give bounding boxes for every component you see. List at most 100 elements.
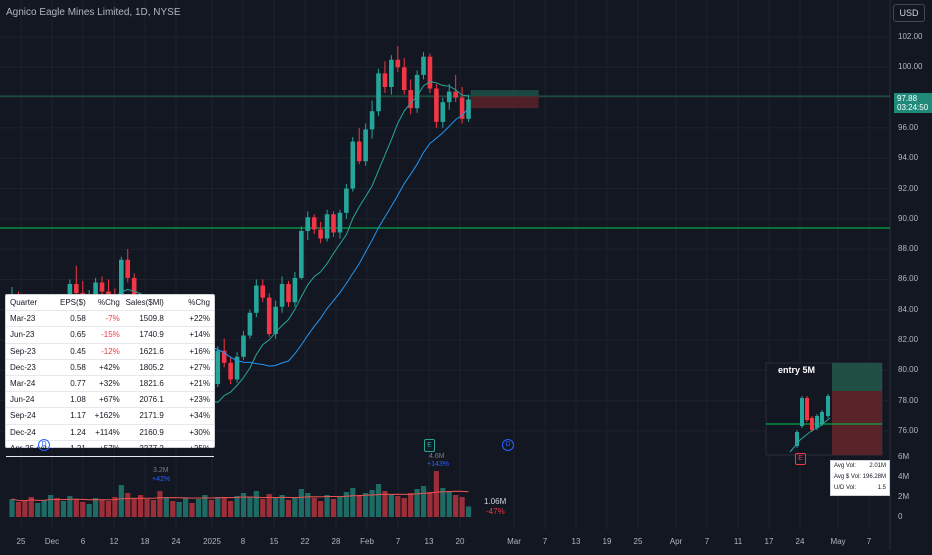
last-volume-change: -47% (486, 507, 505, 516)
time-tick: 15 (269, 537, 279, 546)
candle-body (324, 214, 330, 239)
volume-bar (414, 489, 420, 517)
eps-cell: +21% (165, 375, 214, 393)
volume-bar (279, 495, 285, 517)
eps-cell: +14% (165, 326, 214, 344)
stat-avg-vol: Avg Vol: 2.01M (834, 463, 886, 469)
time-tick: 7 (395, 537, 401, 546)
eps-row: Sep-24 1.17 +162% 2171.9 +34% (6, 407, 214, 425)
position-stop (470, 96, 539, 109)
time-tick: 28 (331, 537, 341, 546)
earnings-marker[interactable]: E (424, 439, 435, 452)
eps-cell: 0.45 (58, 343, 88, 360)
last-price-badge: 97.88 03:24:50 (894, 93, 932, 113)
eps-header-cell: Quarter (6, 295, 58, 312)
eps-cell: Dec-23 (6, 359, 58, 376)
volume-bar (118, 485, 124, 517)
volume-bar (350, 488, 356, 517)
time-tick: May (830, 537, 846, 546)
candle-body (221, 350, 227, 363)
eps-header-cell: Sales($Ml) (121, 295, 166, 312)
candle-body (337, 212, 343, 233)
position-box (470, 90, 539, 109)
volume-bar (28, 497, 34, 517)
volume-bar (382, 491, 388, 517)
volume-bar (189, 503, 195, 517)
time-tick: 25 (16, 537, 26, 546)
inset-candle (810, 418, 814, 430)
volume-bar (330, 499, 337, 517)
candle-body (344, 188, 349, 213)
candle-body (395, 59, 401, 68)
volume-bar (343, 492, 349, 517)
volume-annotation-1: 3.2M (153, 467, 169, 474)
dividend-marker-upcoming[interactable]: D (502, 439, 514, 451)
candle-body (266, 297, 272, 335)
time-tick: 13 (424, 537, 434, 546)
volume-bar (105, 501, 112, 517)
bar-countdown: 03:24:50 (897, 103, 929, 112)
eps-cell: +67% (87, 391, 122, 409)
candle-body (125, 259, 131, 278)
volume-bar (285, 500, 292, 517)
volume-annotation-2: 4.6M (429, 453, 445, 460)
candle-body (350, 141, 356, 189)
time-tick: 6 (80, 537, 86, 546)
candle-body (119, 259, 124, 309)
eps-row: Dec-24 1.24 +114% 2160.9 +30% (6, 424, 214, 441)
eps-cell: Sep-23 (6, 343, 58, 360)
volume-bar (157, 491, 163, 517)
eps-cell: +57% (87, 440, 122, 457)
currency-button[interactable]: USD (893, 4, 925, 22)
eps-row: Jun-24 1.08 +67% 2076.1 +23% (6, 391, 214, 409)
time-tick: 7 (704, 537, 710, 546)
volume-bar (395, 496, 401, 517)
candle-body (459, 97, 465, 119)
eps-cell: 0.58 (58, 359, 88, 376)
eps-cell: 2076.1 (121, 391, 166, 409)
inset-stop-zone (832, 391, 882, 455)
candle-body (299, 230, 304, 278)
time-tick: 22 (300, 537, 310, 546)
stat-avg-dollar-vol: Avg $ Vol: 196.28M (834, 474, 886, 480)
volume-bar (446, 491, 452, 517)
candle-body (254, 285, 259, 313)
eps-cell: +30% (165, 424, 214, 441)
volume-bar (369, 490, 375, 517)
volume-tick: 2M (898, 492, 910, 501)
volume-bar (234, 496, 240, 517)
candle-body (247, 312, 253, 336)
volume-bar (260, 499, 266, 517)
candle-body (453, 91, 458, 98)
eps-header-cell: %Chg (87, 295, 122, 312)
inset-chart (765, 362, 883, 456)
candle-body (260, 285, 266, 298)
time-tick: 20 (455, 537, 465, 546)
volume-bar (80, 502, 86, 517)
volume-bar (202, 495, 208, 517)
eps-cell: 1509.8 (121, 310, 166, 328)
inset-label: entry 5M (778, 365, 816, 375)
eps-cell: Jun-24 (6, 391, 58, 409)
dividend-marker[interactable]: D (38, 439, 50, 451)
volume-bar (86, 504, 92, 517)
volume-bar (440, 488, 446, 517)
volume-bar (337, 497, 343, 517)
time-tick: Mar (507, 537, 521, 546)
eps-cell: 1.21 (58, 440, 88, 457)
eps-cell: +16% (165, 343, 214, 360)
price-tick: 76.00 (898, 426, 919, 435)
volume-bar (221, 498, 227, 517)
volume-bar (67, 496, 73, 517)
eps-cell: 1.08 (58, 391, 88, 409)
candle-body (408, 90, 413, 109)
volume-bar (60, 501, 67, 517)
volume-bar (465, 506, 472, 517)
candle-body (228, 362, 233, 380)
candle-body (74, 284, 79, 294)
inset-candle (815, 416, 819, 428)
candle-body (292, 277, 298, 303)
eps-header-cell: %Chg (165, 295, 214, 312)
